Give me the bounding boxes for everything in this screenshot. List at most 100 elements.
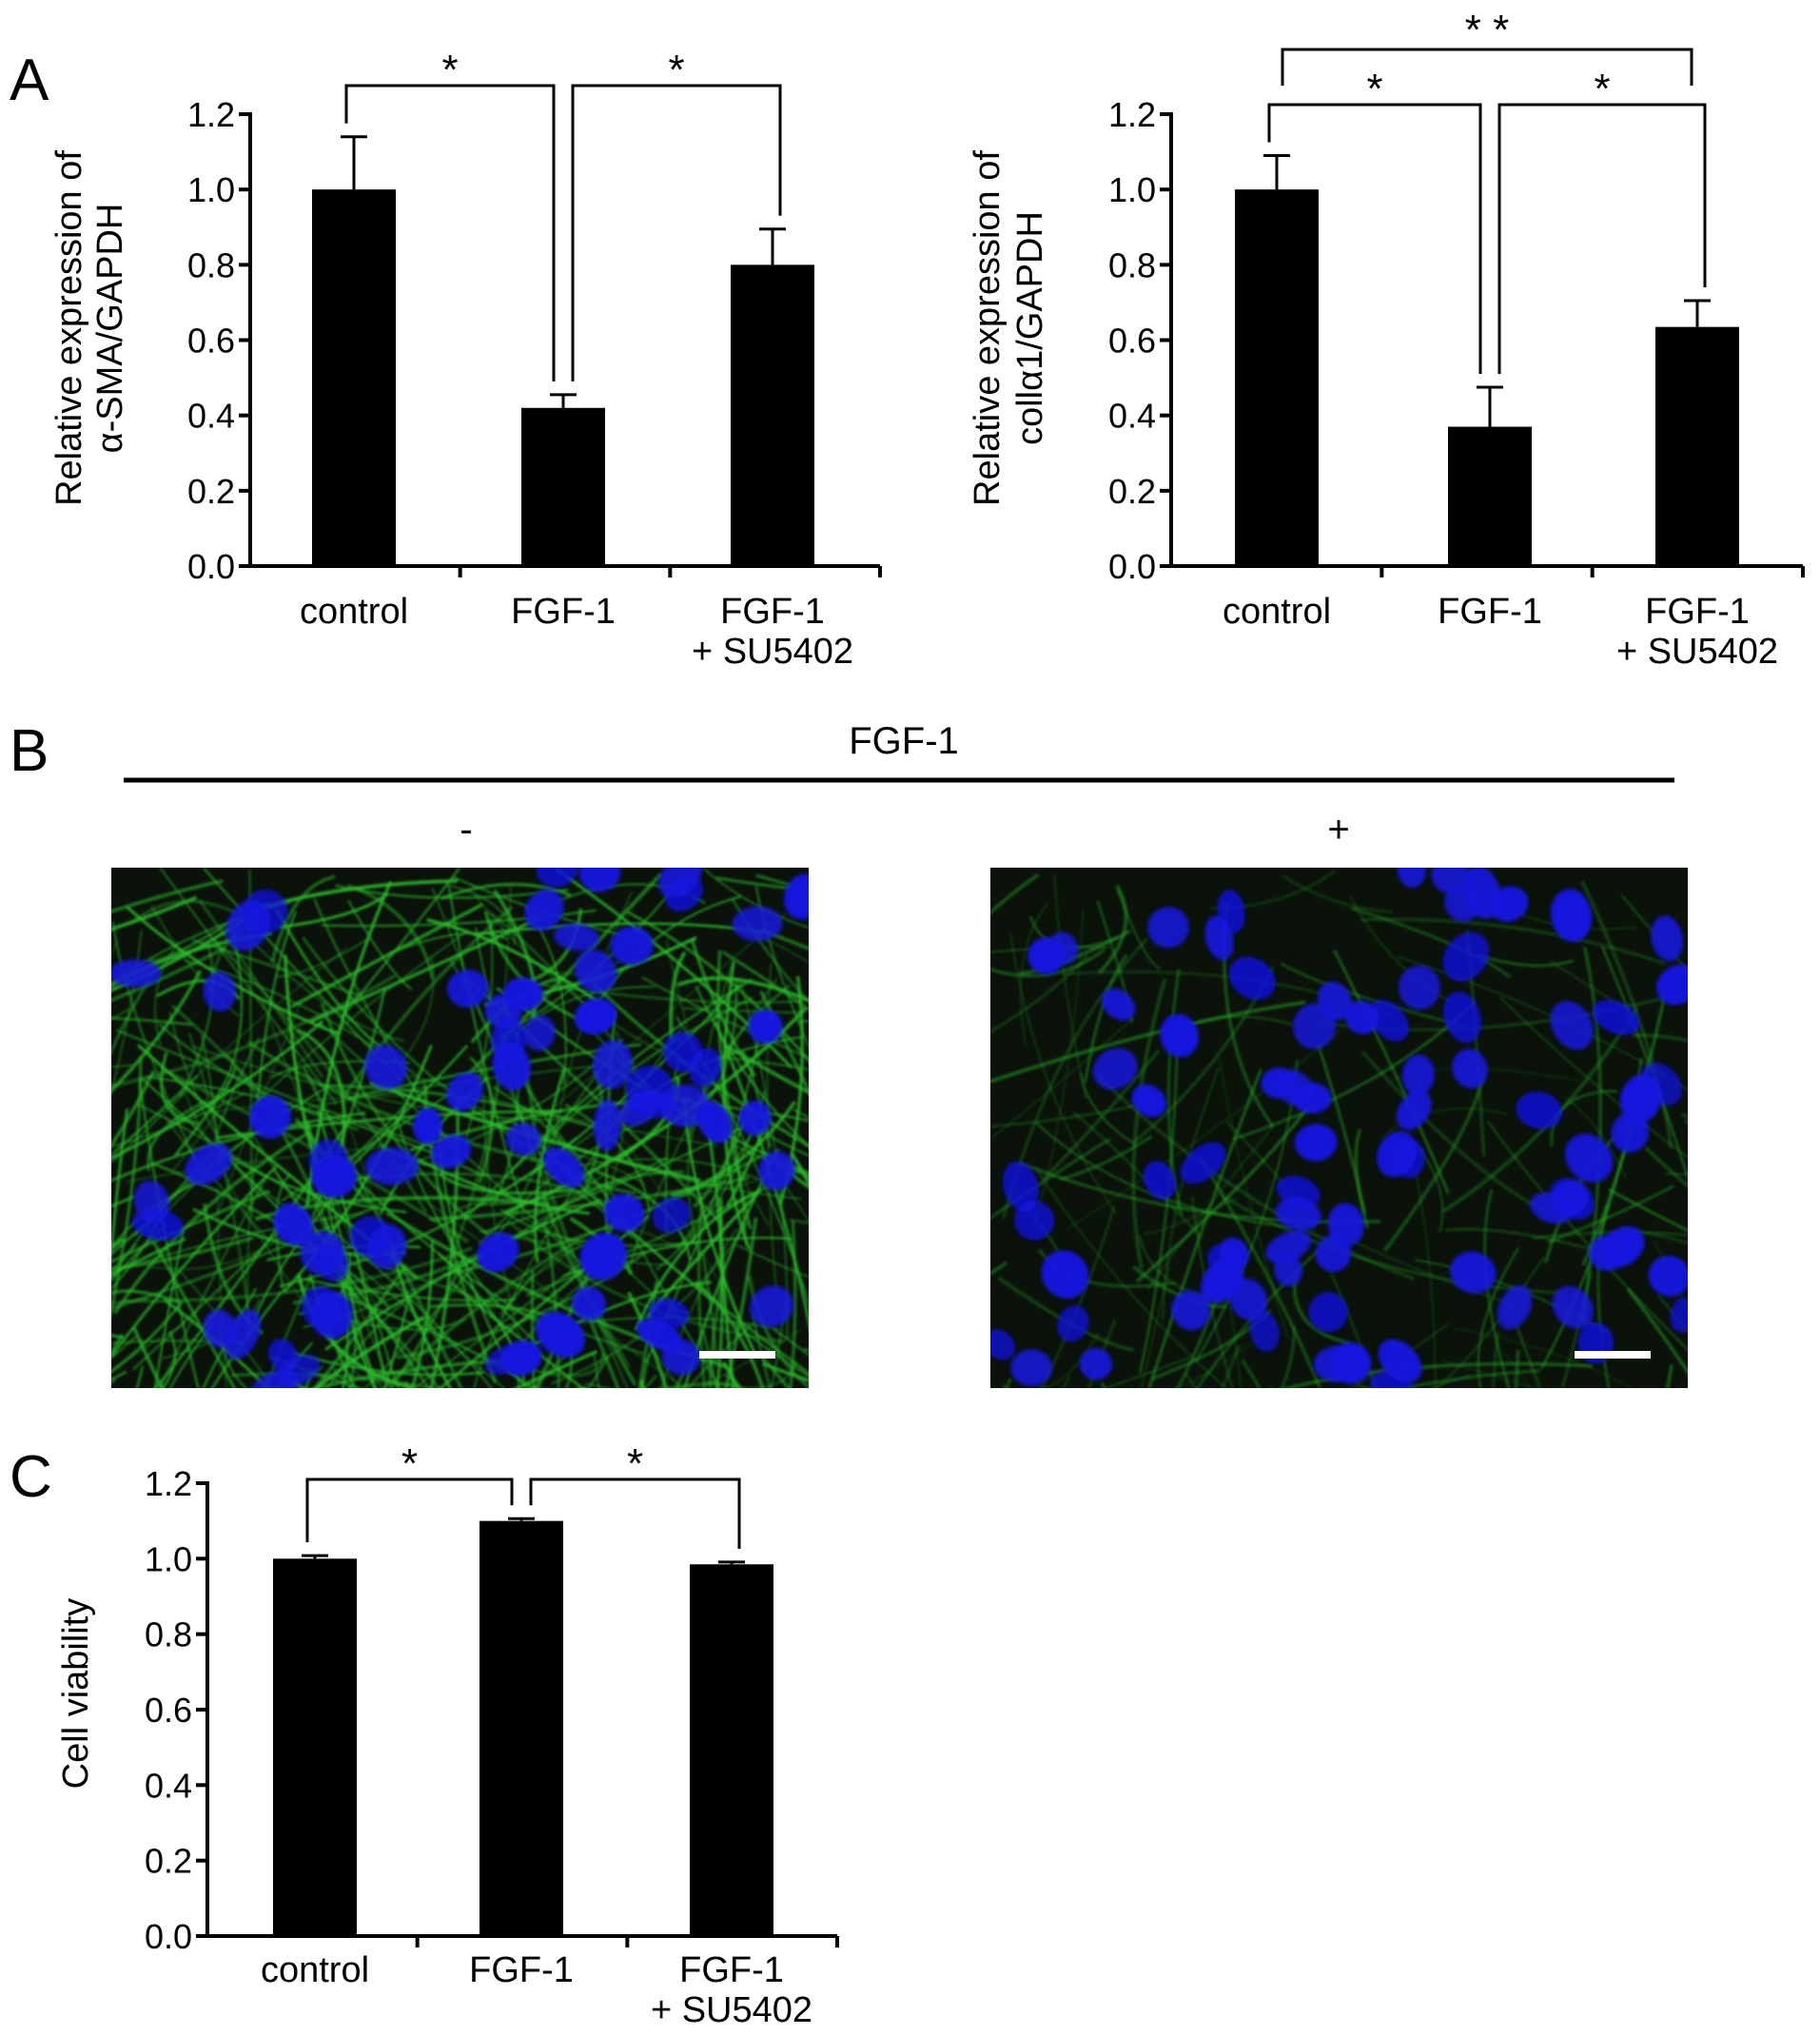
nucleus [732,906,783,942]
actin-fiber [711,1098,809,1157]
nucleus [625,1066,674,1110]
actin-fiber [1282,874,1394,913]
actin-fiber [1019,901,1049,1047]
actin-fiber [1436,1256,1545,1388]
actin-fiber [225,1054,333,1238]
actin-fiber [774,1161,809,1188]
y-tick-label: 0.6 [1108,322,1156,361]
nucleus [1640,1063,1683,1106]
actin-fiber [513,1349,598,1388]
actin-fiber [132,1326,165,1388]
actin-fiber [247,929,469,1111]
actin-fiber [111,1016,192,1027]
y-tick-label: 0.4 [1108,397,1156,436]
actin-fiber [1354,1128,1370,1229]
actin-fiber [429,1175,750,1222]
actin-fiber [168,1011,263,1198]
actin-fiber [1476,953,1575,968]
x-tick-label: + SU5402 [692,632,853,672]
nucleus [1550,1178,1595,1220]
actin-fiber [208,927,243,1106]
y-tick-label: 0.2 [1108,472,1156,511]
nucleus [1327,1203,1364,1246]
actin-fiber [314,1261,440,1388]
nucleus [1275,1197,1321,1231]
actin-fiber [440,882,572,900]
actin-fiber [373,1307,400,1388]
nucleus [578,868,621,892]
actin-fiber [264,1279,311,1388]
nucleus [1589,1234,1626,1271]
actin-fiber [790,1152,809,1187]
actin-fiber [1147,1068,1262,1388]
nucleus [225,1309,262,1360]
nucleus [1249,1310,1280,1352]
x-tick-label: FGF-1 [1645,592,1750,632]
actin-fiber [1138,1026,1179,1374]
actin-fiber [111,1334,125,1340]
actin-fiber [129,899,242,926]
nucleus [1329,1341,1372,1384]
nucleus [592,1040,633,1089]
significance-bracket [305,1477,514,1543]
actin-fiber [1141,1264,1170,1388]
nucleus [1010,1349,1053,1387]
actin-fiber [669,950,687,1042]
bar [1448,426,1532,566]
actin-fiber [111,1020,324,1161]
actin-fiber [426,917,611,1012]
bar [690,1564,773,1936]
bar [731,264,814,566]
actin-fiber [1001,1383,1010,1388]
actin-fiber [111,879,224,913]
actin-fiber [724,1217,758,1388]
actin-fiber [525,1352,605,1378]
actin-fiber [387,932,508,955]
actin-fiber [1626,1287,1688,1376]
nucleus [1308,1292,1348,1333]
nucleus [536,868,578,888]
nucleus [575,949,617,993]
y-tick-label: 0.2 [145,1842,192,1881]
nucleus [648,1298,690,1330]
actin-fiber [1100,1381,1106,1388]
actin-fiber [576,1386,588,1388]
bar [479,1520,563,1936]
actin-fiber [508,1221,785,1344]
actin-fiber [1224,1282,1243,1388]
actin-fiber [270,874,336,963]
actin-fiber [111,939,119,956]
actin-fiber [758,1353,791,1388]
actin-fiber [111,1223,168,1282]
y-axis-label: Relative expression of [968,150,1008,506]
actin-fiber [990,1261,1008,1276]
actin-fiber [1501,1349,1531,1388]
significance-bracket [1497,103,1707,374]
nucleus [1147,906,1189,949]
nucleus [610,926,654,966]
nucleus [477,1232,519,1273]
y-tick-label: 1.2 [145,1464,192,1503]
nucleus [1292,1003,1337,1049]
nucleus [1442,931,1490,982]
actin-fiber [585,1311,620,1388]
actin-fiber [657,1381,739,1388]
bar [521,407,605,566]
y-tick-label: 1.2 [1108,95,1156,134]
actin-fiber [112,1132,308,1315]
nucleus [738,1100,772,1136]
y-tick-label: 0.4 [187,397,235,436]
actin-fiber [111,1108,129,1265]
actin-fiber [789,1218,809,1224]
actin-fiber [1333,949,1450,1195]
actin-fiber [111,974,397,1088]
nucleus [1651,915,1684,962]
x-tick-label: + SU5402 [651,1990,812,2030]
actin-fiber [153,1229,185,1388]
x-tick-label: + SU5402 [1616,632,1778,672]
actin-fiber [148,917,237,963]
actin-fiber [1430,1374,1472,1388]
significance-marker: * [1594,66,1610,112]
actin-fiber [736,1243,809,1278]
